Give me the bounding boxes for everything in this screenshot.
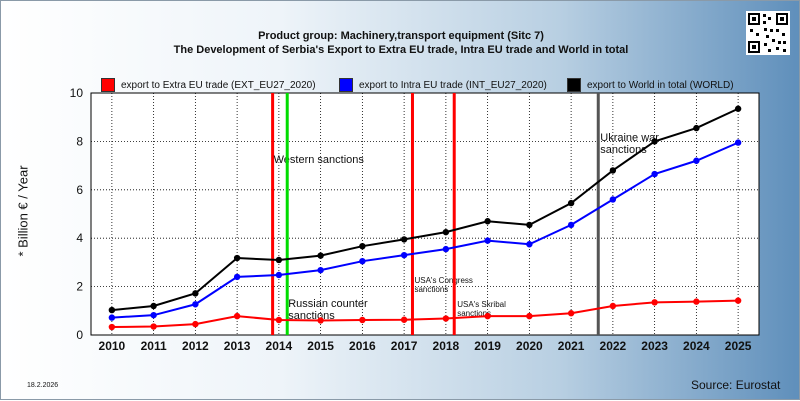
- data-point-0: [108, 323, 116, 331]
- series-line-0: [111, 299, 739, 329]
- legend-label-world: export to World in total (WORLD): [587, 79, 734, 91]
- x-tick-label: 2023: [641, 339, 668, 353]
- data-point-1: [317, 266, 324, 274]
- series-line-1: [111, 141, 739, 319]
- event-label: USA's Skribal sanctions: [457, 300, 506, 318]
- data-point-0: [275, 316, 283, 324]
- data-point-0: [400, 316, 408, 323]
- data-point-0: [233, 312, 241, 320]
- data-point-1: [567, 221, 575, 229]
- data-point-0: [442, 315, 450, 322]
- x-tick-label: 2018: [433, 339, 460, 353]
- data-point-1: [400, 251, 408, 259]
- data-point-2: [609, 167, 617, 174]
- legend-item-extra-eu: export to Extra EU trade (EXT_EU27_2020): [101, 78, 316, 92]
- data-point-0: [526, 312, 533, 320]
- data-point-2: [651, 138, 658, 145]
- event-label: USA's Congress sanctions: [414, 276, 472, 294]
- date-label: 18.2.2026: [27, 382, 59, 389]
- data-point-1: [651, 170, 658, 178]
- x-tick-label: 2013: [224, 339, 251, 353]
- y-tick-label: 2: [76, 280, 83, 294]
- data-point-2: [150, 302, 157, 310]
- data-point-2: [734, 105, 742, 112]
- y-tick-label: 8: [76, 134, 83, 148]
- x-tick-label: 2024: [683, 339, 710, 353]
- data-point-0: [734, 297, 742, 304]
- series-line-2: [111, 107, 739, 312]
- data-point-1: [442, 245, 450, 253]
- data-point-2: [108, 306, 116, 314]
- data-point-0: [693, 298, 700, 305]
- data-point-2: [275, 256, 283, 264]
- data-point-0: [150, 323, 157, 330]
- data-point-2: [317, 252, 324, 259]
- event-label: Ukraine war sanctions: [600, 132, 659, 156]
- legend-swatch-extra-eu: [101, 78, 115, 92]
- data-point-1: [359, 257, 366, 265]
- data-point-1: [526, 241, 533, 248]
- source-label: Source: Eurostat: [691, 378, 781, 392]
- x-tick-label: 2022: [600, 339, 627, 353]
- y-tick-label: 4: [76, 231, 83, 245]
- y-tick-label: 0: [76, 328, 83, 342]
- data-point-1: [693, 157, 700, 164]
- x-tick-label: 2020: [516, 339, 543, 353]
- data-point-2: [192, 290, 199, 297]
- data-point-0: [609, 302, 617, 310]
- data-point-0: [484, 312, 491, 320]
- qr-code-icon[interactable]: [746, 11, 790, 55]
- x-tick-label: 2011: [141, 339, 167, 353]
- data-point-1: [150, 311, 157, 319]
- legend-item-world: export to World in total (WORLD): [567, 78, 734, 92]
- data-point-1: [108, 314, 116, 321]
- data-point-0: [192, 320, 199, 328]
- x-tick-label: 2017: [391, 339, 418, 353]
- data-point-2: [233, 254, 241, 262]
- event-label: Western sanctions: [274, 154, 365, 166]
- x-tick-label: 2019: [474, 339, 501, 353]
- x-tick-label: 2015: [307, 339, 334, 353]
- legend-label-intra-eu: export to Intra EU trade (INT_EU27_2020): [359, 79, 547, 91]
- data-point-1: [609, 196, 617, 203]
- y-tick-label: 6: [76, 183, 83, 197]
- data-point-0: [359, 316, 366, 324]
- data-point-2: [359, 242, 366, 250]
- data-point-2: [484, 218, 491, 225]
- data-point-2: [400, 236, 408, 243]
- data-point-1: [275, 271, 283, 279]
- data-point-2: [442, 228, 450, 236]
- data-point-0: [567, 310, 575, 317]
- data-point-2: [693, 124, 700, 132]
- data-point-1: [484, 237, 491, 244]
- chart-title: Product group: Machinery,transport equip…: [258, 30, 544, 42]
- x-tick-label: 2025: [725, 339, 752, 353]
- legend-swatch-intra-eu: [339, 78, 353, 92]
- x-tick-label: 2021: [558, 339, 585, 353]
- y-tick-label: 10: [70, 86, 84, 100]
- plot-area: [90, 92, 760, 336]
- legend-swatch-world: [567, 78, 581, 92]
- data-point-1: [233, 273, 241, 281]
- chart-subtitle: The Development of Serbia's Export to Ex…: [173, 44, 629, 56]
- x-tick-label: 2016: [349, 339, 376, 353]
- data-point-0: [317, 317, 324, 324]
- data-point-2: [567, 199, 575, 207]
- data-point-0: [651, 299, 658, 306]
- x-tick-label: 2014: [266, 339, 293, 353]
- x-tick-label: 2012: [182, 339, 209, 353]
- data-point-2: [526, 221, 533, 229]
- data-point-1: [192, 301, 199, 308]
- legend-label-extra-eu: export to Extra EU trade (EXT_EU27_2020): [121, 79, 316, 91]
- data-point-1: [734, 139, 742, 146]
- legend-item-intra-eu: export to Intra EU trade (INT_EU27_2020): [339, 78, 547, 92]
- x-tick-label: 2010: [99, 339, 126, 353]
